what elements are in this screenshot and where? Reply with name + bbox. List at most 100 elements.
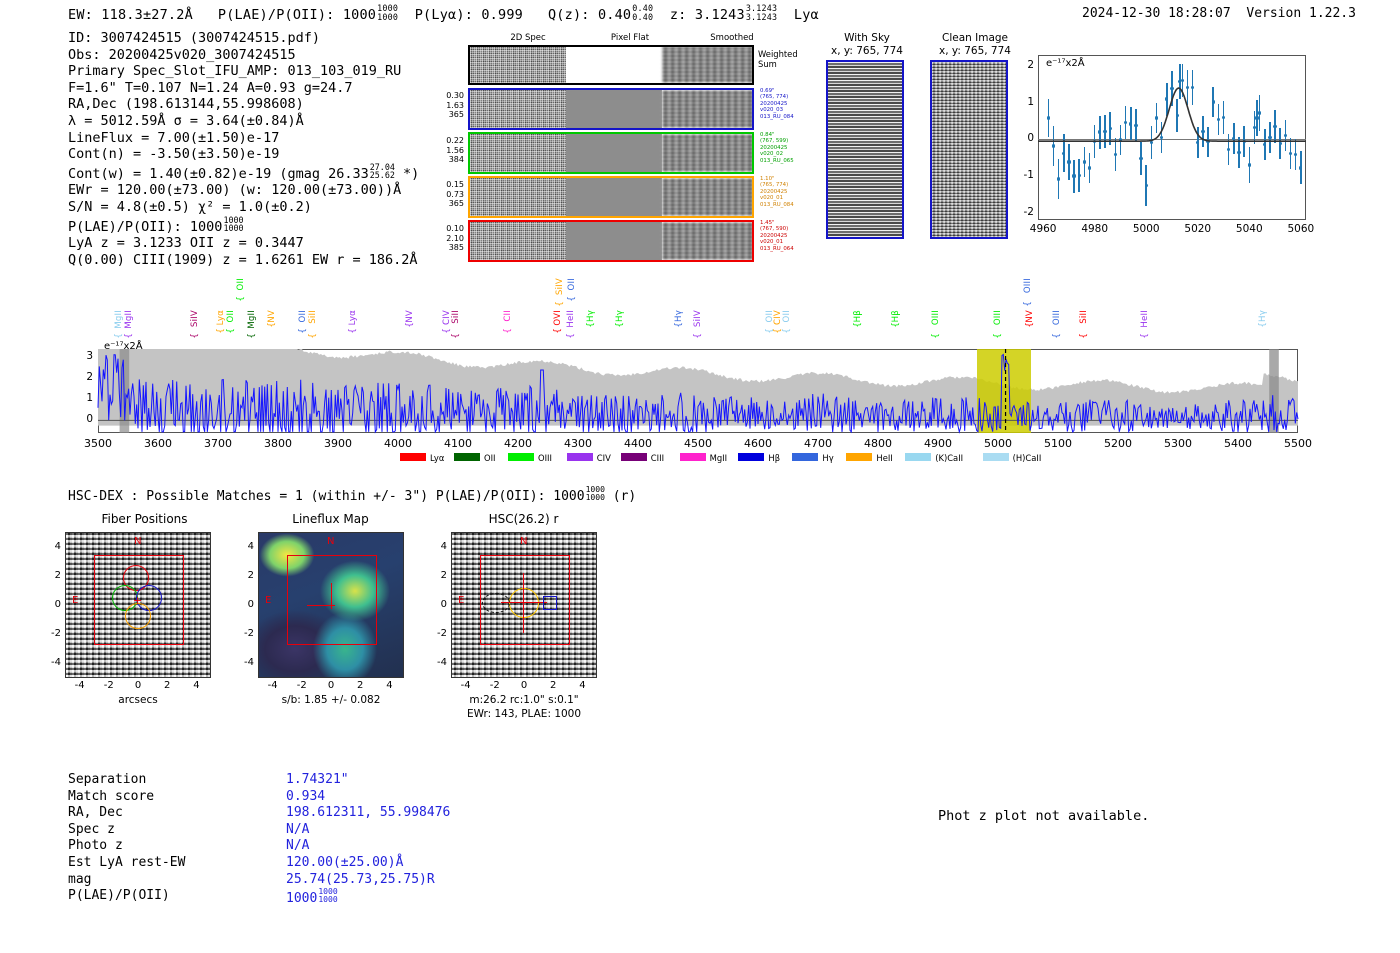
header-summary-line: EW: 118.3±27.2Å P(LAE)/P(OII): 1000 1000 1…	[68, 4, 819, 23]
x-tick-label: 0	[327, 680, 335, 691]
data-point	[1149, 140, 1153, 144]
emission-line-brace: {	[567, 295, 577, 302]
table-value: N/A	[286, 821, 310, 837]
emission-line-brace: {	[348, 327, 358, 334]
x-tick-label: 4300	[564, 437, 592, 450]
y-tick-label: -4	[244, 657, 254, 669]
y-tick-label: 4	[440, 540, 447, 552]
table-value: 1000 1000 1000	[286, 887, 338, 906]
emission-line-brace: {	[503, 327, 514, 334]
emission-line-label: OIII	[1023, 278, 1033, 294]
data-point	[1087, 166, 1092, 170]
info-wavelength-sigma: λ = 5012.59Å σ = 3.64(±0.84)Å	[68, 112, 304, 129]
emission-line-brace: {	[781, 327, 792, 334]
y-tick-label: 2	[86, 371, 93, 384]
emission-line-brace: {	[1140, 332, 1150, 339]
y-tick-label: 1	[86, 392, 93, 405]
line-profile-units: e⁻¹⁷x2Å	[1046, 58, 1085, 69]
y-tick-label: -1	[1023, 169, 1034, 181]
table-value: N/A	[286, 838, 310, 854]
data-point	[1175, 113, 1179, 118]
y-tick-label: 2	[440, 569, 447, 581]
emission-line-label: SiII	[1079, 310, 1090, 324]
emission-line-label: HeII	[565, 310, 576, 328]
table-value: 0.934	[286, 788, 326, 804]
x-tick-label: 4800	[864, 437, 892, 450]
hsc-caption-line2: EWr: 143, PLAE: 1000	[466, 708, 582, 720]
header-qz: Q(z): 0.40	[547, 7, 632, 24]
x-tick-label: 3500	[84, 437, 112, 450]
col-header-smoothed: Smoothed	[710, 33, 754, 43]
x-tick-label: 5020	[1184, 223, 1212, 235]
y-tick-label: 0	[247, 599, 254, 610]
header-plae-range: 1000 1000	[377, 3, 399, 22]
legend-swatch	[566, 453, 593, 461]
table-key: Photo z	[68, 838, 123, 854]
emission-line-brace: {	[190, 332, 201, 339]
x-tick-label: 3700	[204, 437, 232, 450]
legend-swatch	[454, 453, 480, 461]
table-key: Spec z	[68, 821, 115, 837]
lineflux-map-caption: s/b: 1.85 +/- 0.082	[281, 694, 381, 706]
report-version: Version 1.22.3	[1246, 6, 1356, 21]
row-left-labels: 0.10 2.10 385	[446, 224, 464, 253]
emission-line-label: NV	[267, 310, 277, 323]
col-header-pixelflat: Pixel Flat	[610, 33, 650, 43]
y-tick-label: -2	[51, 628, 61, 640]
x-tick-label: -4	[267, 680, 278, 691]
panel-title-hsc: HSC(26.2) r	[488, 512, 559, 526]
emission-line-brace: {	[247, 332, 258, 339]
compass-north-label: N	[327, 536, 335, 547]
info-sn-chi2: S/N = 4.8(±0.5) χ² = 1.0(±0.2)	[68, 199, 312, 216]
x-tick-label: 2	[357, 680, 364, 691]
emission-line-label: OII	[567, 278, 577, 291]
x-tick-label: 0	[520, 680, 528, 691]
y-tick-label: 0	[1027, 132, 1034, 145]
x-tick-label: 4900	[924, 437, 952, 450]
row-left-labels: 0.22 1.56 384	[446, 136, 464, 165]
data-point	[1196, 140, 1200, 144]
x-tick-label: -4	[74, 680, 85, 691]
emission-line-brace: {	[891, 322, 901, 329]
legend-swatch	[400, 453, 426, 461]
emission-line-brace: {	[565, 332, 576, 339]
x-tick-label: 4980	[1081, 223, 1109, 235]
legend-label: Hβ	[768, 453, 781, 463]
x-tick-label: 4100	[444, 437, 472, 450]
y-tick-label: -2	[1023, 205, 1034, 218]
data-point	[1134, 123, 1138, 127]
x-tick-label: 4	[386, 680, 393, 691]
legend-label: OII	[484, 453, 496, 463]
x-tick-label: 0	[134, 680, 142, 691]
emission-line-label: Lyα	[348, 310, 358, 326]
data-point	[1170, 87, 1174, 91]
y-tick-label: 4	[247, 540, 254, 552]
header-z-range: 3.1243 3.1243	[745, 3, 778, 22]
clean-image-cutout	[930, 60, 1008, 239]
legend-label: CIV	[596, 453, 611, 463]
x-tick-label: 5500	[1284, 437, 1312, 450]
x-tick-label: -2	[489, 680, 500, 691]
legend-swatch	[846, 453, 873, 461]
emission-line-label: Hγ	[673, 310, 684, 322]
x-tick-label: -4	[460, 680, 471, 691]
hsc-fov-rect	[480, 555, 570, 645]
data-point	[1216, 117, 1220, 121]
emission-line-label: SiII	[307, 310, 318, 324]
y-tick-label: 0	[440, 599, 447, 610]
row-left-labels: 0.15 0.73 365	[446, 180, 464, 209]
data-point	[1118, 138, 1123, 142]
legend-swatch	[679, 453, 706, 461]
fiber-positions-image: + N E	[65, 532, 211, 678]
row-left-labels: 0.30 1.63 365	[446, 91, 464, 120]
hsc-match-marker	[543, 596, 557, 610]
data-point	[1144, 183, 1148, 188]
legend-swatch	[792, 453, 819, 461]
x-tick-label: 2	[550, 680, 557, 691]
info-plae-range: 1000 1000	[223, 214, 244, 234]
with-sky-image	[826, 60, 904, 239]
legend-label: (K)CaII	[935, 453, 964, 463]
compass-north-label: N	[520, 536, 528, 547]
data-point	[1268, 135, 1272, 140]
emission-line-brace: {	[226, 327, 237, 334]
